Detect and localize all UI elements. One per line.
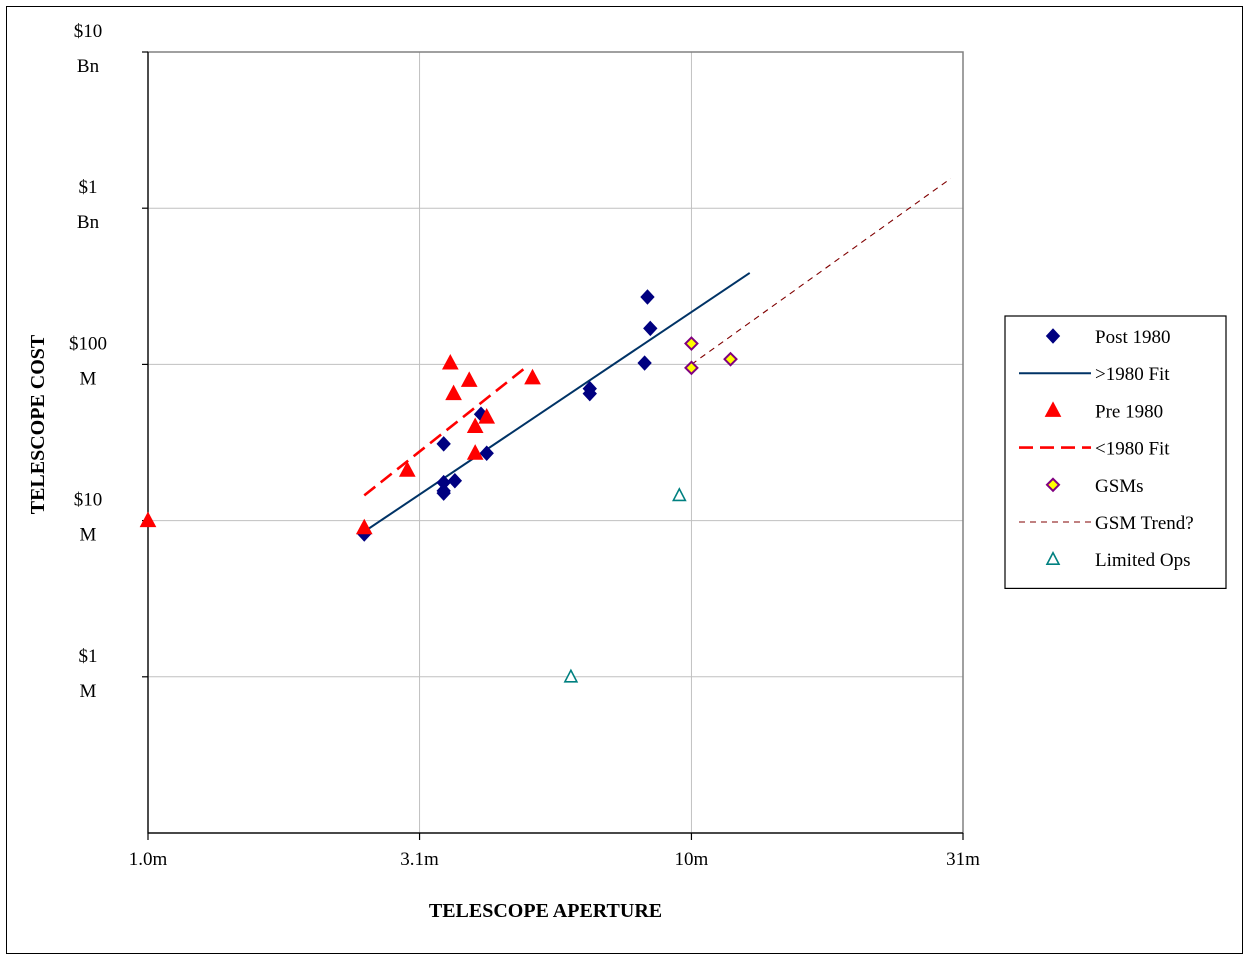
y-tick-label-unit: M	[80, 368, 97, 389]
point-s4-1	[684, 360, 699, 376]
x-tick-label: 31m	[946, 849, 980, 870]
legend-label-6: Limited Ops	[1095, 550, 1191, 571]
y-tick-label: $10	[74, 21, 103, 42]
x-tick-label: 1.0m	[129, 849, 168, 870]
axes: 1.0m 3.1m 10m 31m $1 M $10 M $100 M $1 Bn $10 Bn	[69, 21, 980, 870]
point-s4-0	[684, 336, 699, 351]
y-tick-label: $1	[79, 177, 98, 198]
fit-lines	[363, 178, 952, 533]
point-s6-0	[563, 668, 579, 683]
point-s2-1	[355, 518, 373, 535]
y-tick-label-unit: Bn	[77, 212, 100, 233]
fit-line-1	[363, 272, 751, 533]
point-s2-5	[460, 371, 478, 387]
point-s0-9	[582, 385, 597, 402]
legend-box	[1004, 315, 1227, 589]
legend-label-0: Post 1980	[1095, 327, 1171, 348]
legend: Post 1980 >1980 Fit Pre 1980 <1980 Fit GSMs G…	[1004, 315, 1227, 589]
point-s2-4	[445, 384, 462, 401]
point-s2-2	[398, 461, 416, 477]
point-s0-1	[436, 436, 451, 452]
legend-swatch-4	[1045, 477, 1061, 493]
legend-label-3: <1980 Fit	[1095, 439, 1170, 460]
point-s2-9	[524, 368, 541, 385]
y-axis-title: TELESCOPE COST	[27, 334, 49, 514]
point-s0-4	[436, 485, 451, 501]
legend-swatch-0	[1045, 328, 1061, 344]
fit-line-5	[691, 178, 952, 365]
x-tick-label: 10m	[675, 849, 709, 870]
legend-label-5: GSM Trend?	[1095, 513, 1194, 534]
x-tick-label: 3.1m	[400, 849, 439, 870]
data-points	[139, 289, 738, 683]
point-s6-1	[672, 487, 687, 502]
point-s2-0	[139, 511, 157, 528]
y-tick-label: $100	[69, 333, 107, 354]
legend-swatch-2	[1044, 401, 1062, 417]
point-s0-5	[447, 472, 463, 489]
point-s0-11	[640, 289, 655, 305]
point-s4-2	[723, 351, 738, 367]
grid	[148, 51, 963, 833]
y-tick-label: $1	[79, 646, 98, 667]
y-tick-label-unit: M	[80, 525, 97, 546]
legend-label-2: Pre 1980	[1095, 401, 1163, 422]
legend-swatch-6	[1045, 550, 1061, 566]
plot-area	[147, 51, 964, 834]
point-s0-12	[643, 320, 658, 337]
y-tick-label: $10	[74, 490, 103, 511]
x-axis-title: TELESCOPE APERTURE	[429, 900, 662, 922]
point-s0-10	[637, 355, 652, 371]
legend-label-4: GSMs	[1095, 476, 1144, 497]
y-tick-label-unit: Bn	[77, 56, 100, 77]
point-s2-6	[466, 417, 484, 434]
point-s2-8	[478, 408, 496, 424]
legend-label-1: >1980 Fit	[1095, 364, 1170, 385]
y-tick-label-unit: M	[80, 681, 97, 702]
point-s2-7	[466, 444, 484, 460]
point-s2-3	[441, 353, 459, 370]
fit-line-3	[363, 364, 529, 497]
point-s0-7	[479, 445, 494, 461]
